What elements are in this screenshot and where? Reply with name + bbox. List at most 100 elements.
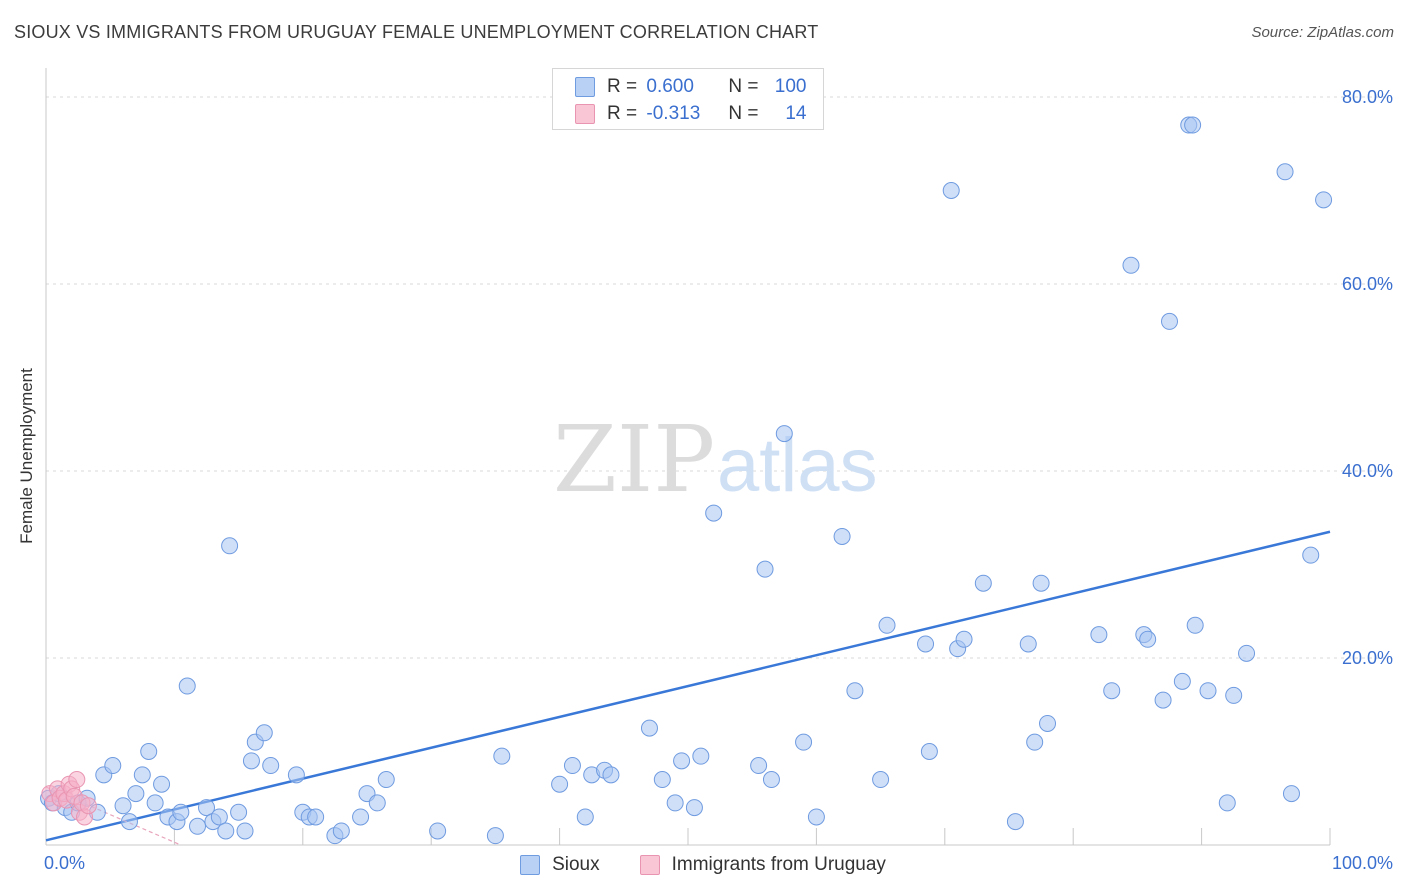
data-point-sioux	[1019, 635, 1037, 653]
data-point-sioux	[140, 743, 158, 760]
data-point-sioux	[846, 682, 864, 700]
data-point-sioux	[1302, 546, 1320, 564]
data-point-sioux	[1006, 813, 1024, 831]
legend-n-value: 14	[785, 103, 807, 124]
data-point-sioux	[750, 757, 768, 775]
data-point-sioux	[307, 808, 325, 826]
data-point-uruguay	[79, 797, 97, 815]
data-point-sioux	[352, 808, 370, 826]
data-point-sioux	[795, 733, 813, 751]
chart-title: SIOUX VS IMMIGRANTS FROM URUGUAY FEMALE …	[14, 22, 819, 42]
legend-n-value: 100	[774, 76, 807, 97]
data-point-sioux	[1184, 116, 1202, 134]
data-point-sioux	[429, 822, 447, 840]
data-point-sioux	[1039, 714, 1057, 732]
legend-label-uruguay: Immigrants from Uruguay	[671, 854, 886, 875]
trend-lines	[45, 530, 1331, 846]
stats-legend: R = 0.600 N = 100 R = -0.313 N = 14	[552, 68, 824, 130]
data-point-sioux	[1199, 682, 1217, 700]
data-point-sioux	[974, 574, 992, 592]
data-point-sioux	[955, 630, 973, 648]
x-tick-label: 100.0%	[1332, 853, 1393, 873]
data-point-sioux	[920, 743, 938, 760]
legend-swatch-sioux	[575, 77, 595, 97]
legend-r-value: -0.313	[646, 103, 701, 124]
data-point-sioux	[602, 766, 620, 784]
data-point-sioux	[1225, 686, 1243, 704]
data-point-sioux	[1282, 785, 1300, 803]
gridlines	[46, 96, 1392, 659]
legend-label-sioux: Sioux	[552, 854, 600, 875]
data-point-sioux	[230, 803, 248, 821]
data-point-sioux	[640, 719, 658, 737]
data-point-sioux	[236, 822, 254, 840]
data-point-sioux	[120, 813, 138, 831]
data-point-sioux	[368, 794, 386, 812]
data-point-sioux	[685, 799, 703, 817]
legend-item-uruguay: Immigrants from Uruguay	[639, 854, 886, 876]
data-point-sioux	[178, 677, 196, 695]
data-point-sioux	[1315, 191, 1333, 209]
data-point-sioux	[1026, 733, 1044, 751]
legend-swatch-sioux	[520, 855, 541, 875]
data-point-sioux	[878, 616, 896, 634]
legend-r-label: R =	[607, 103, 638, 124]
y-tick-label: 80.0%	[1342, 87, 1393, 107]
data-point-sioux	[917, 635, 935, 653]
axes	[45, 68, 1331, 846]
data-point-sioux	[210, 808, 228, 826]
data-point-sioux	[114, 797, 132, 815]
data-point-sioux	[653, 771, 671, 789]
data-point-sioux	[377, 771, 395, 789]
data-point-sioux	[104, 757, 122, 775]
series-legend: Sioux Immigrants from Uruguay	[0, 852, 1406, 878]
legend-r-value: 0.600	[646, 76, 694, 97]
legend-item-sioux: Sioux	[520, 854, 600, 876]
data-point-sioux	[1122, 256, 1140, 274]
data-point-sioux	[172, 803, 190, 821]
data-point-sioux	[217, 822, 235, 840]
watermark-zip: ZIP	[553, 406, 715, 513]
legend-swatch-uruguay	[575, 104, 595, 124]
data-points	[40, 116, 1333, 845]
legend-swatch-uruguay	[639, 855, 660, 875]
data-point-sioux	[1186, 616, 1204, 634]
legend-row-uruguay: R = -0.313 N = 14	[575, 102, 807, 126]
data-point-sioux	[146, 794, 164, 812]
y-tick-label: 60.0%	[1342, 274, 1393, 294]
data-point-uruguay	[68, 771, 86, 789]
data-point-sioux	[255, 724, 273, 742]
data-point-sioux	[692, 747, 710, 765]
tick-labels: 20.0% 40.0% 60.0% 80.0% 0.0% 100.0%	[44, 87, 1393, 873]
data-point-sioux	[127, 785, 145, 803]
x-tick-label: 0.0%	[44, 853, 85, 873]
y-tick-label: 20.0%	[1342, 648, 1393, 668]
data-point-sioux	[775, 425, 793, 443]
data-point-sioux	[486, 827, 504, 845]
data-point-sioux	[563, 757, 581, 775]
data-point-sioux	[872, 771, 890, 789]
legend-n-label: N =	[728, 103, 759, 124]
data-point-sioux	[1154, 691, 1172, 709]
data-point-sioux	[807, 808, 825, 826]
legend-r-label: R =	[607, 76, 638, 97]
data-point-sioux	[1238, 644, 1256, 662]
data-point-sioux	[576, 808, 594, 826]
source-label: Source: ZipAtlas.com	[1251, 24, 1394, 41]
legend-row-sioux: R = 0.600 N = 100	[575, 75, 807, 99]
data-point-sioux	[1173, 672, 1191, 690]
data-point-sioux	[287, 766, 305, 784]
trend-line-sioux	[45, 530, 1331, 842]
data-point-sioux	[198, 799, 215, 817]
y-tick-label: 40.0%	[1342, 461, 1393, 481]
data-point-sioux	[673, 752, 691, 770]
data-point-sioux	[1161, 312, 1178, 330]
data-point-sioux	[221, 537, 239, 555]
data-point-sioux	[942, 182, 960, 199]
data-point-sioux	[1032, 574, 1050, 592]
data-point-sioux	[493, 747, 511, 765]
data-point-sioux	[242, 752, 260, 770]
data-point-sioux	[666, 794, 684, 812]
data-point-sioux	[1090, 626, 1108, 644]
